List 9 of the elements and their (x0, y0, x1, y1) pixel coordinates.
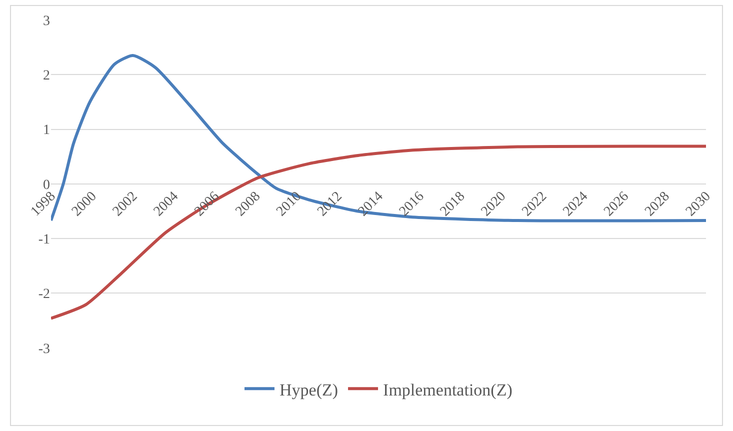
y-tick-label: -1 (38, 232, 50, 248)
y-tick-label: -3 (38, 342, 50, 357)
y-tick-label: 1 (43, 123, 50, 138)
y-tick-label: -2 (38, 287, 50, 302)
legend-label: Hype(Z) (280, 380, 338, 400)
y-tick-label: 3 (43, 14, 50, 29)
legend-label: Implementation(Z) (383, 380, 512, 400)
y-tick-label: 2 (43, 68, 50, 84)
y-tick-label: 0 (43, 178, 50, 193)
